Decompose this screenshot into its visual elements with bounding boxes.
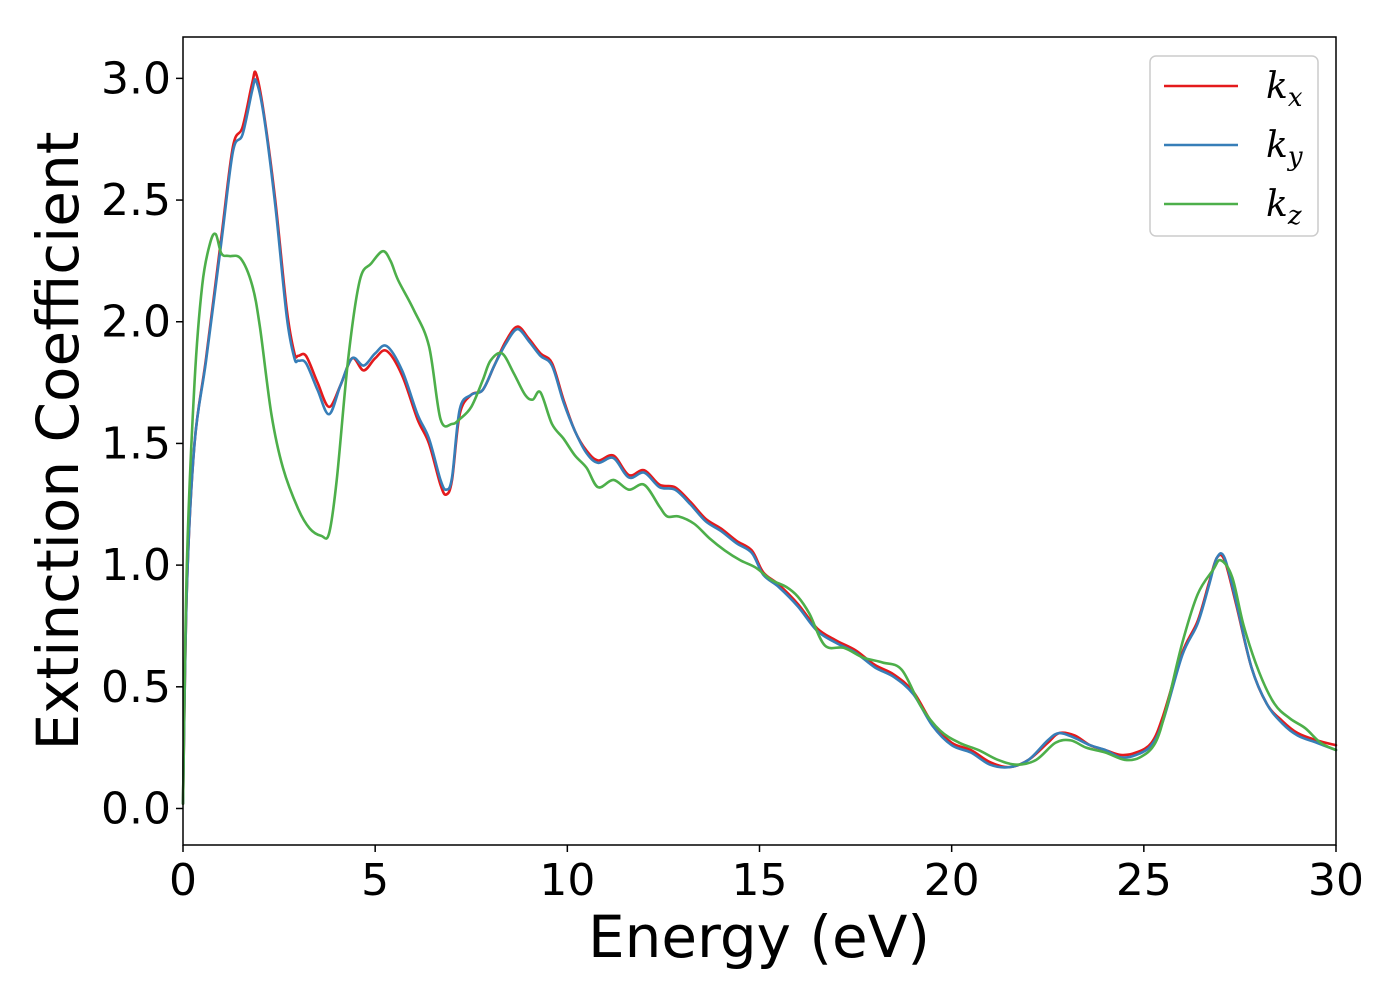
legend-label-x: kx	[1266, 66, 1303, 113]
y-axis-ticks: 0.0 0.5 1.0 1.5 2.0 2.5 3.0	[101, 53, 183, 834]
y-tick-label: 3.0	[101, 53, 171, 104]
x-tick-label: 20	[924, 855, 980, 906]
x-axis-label: Energy (eV)	[588, 903, 930, 971]
x-tick-label: 0	[169, 855, 197, 906]
y-tick-label: 1.5	[101, 418, 171, 469]
legend: kx ky kz	[1149, 55, 1319, 237]
series-line-y	[181, 78, 1338, 805]
x-tick-label: 25	[1116, 855, 1172, 906]
y-tick-label: 2.5	[101, 175, 171, 226]
x-axis-ticks: 0 5 10 15 20 25 30	[169, 845, 1364, 906]
y-tick-label: 1.0	[101, 540, 171, 591]
series-layer	[181, 70, 1338, 805]
y-tick-label: 2.0	[101, 297, 171, 348]
x-tick-label: 10	[539, 855, 595, 906]
x-tick-label: 5	[361, 855, 389, 906]
x-tick-label: 30	[1308, 855, 1364, 906]
legend-label-z: kz	[1266, 184, 1302, 231]
series-line-x	[181, 70, 1338, 805]
legend-label-y: ky	[1266, 125, 1303, 172]
x-tick-label: 15	[732, 855, 788, 906]
y-axis-label: Extinction Coefficient	[24, 132, 92, 751]
y-tick-label: 0.0	[101, 783, 171, 834]
y-tick-label: 0.5	[101, 662, 171, 713]
series-line-z	[181, 232, 1338, 805]
